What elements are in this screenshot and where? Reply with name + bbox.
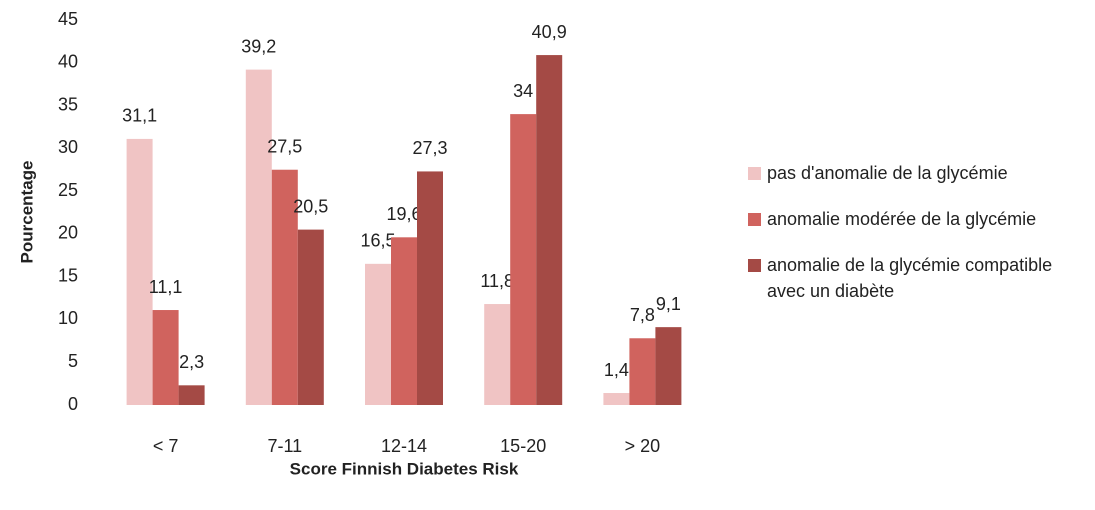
bar bbox=[484, 304, 511, 405]
data-label: 39,2 bbox=[241, 36, 276, 56]
y-tick-label: 40 bbox=[58, 52, 78, 72]
legend-label: anomalie de la glycémie compatible avec … bbox=[767, 255, 1053, 301]
legend-entry: pas d'anomalie de la glycémie bbox=[748, 160, 1078, 186]
legend-label: anomalie modérée de la glycémie bbox=[767, 209, 1037, 229]
bar bbox=[536, 55, 563, 405]
bar bbox=[152, 310, 179, 405]
data-label: 27,5 bbox=[267, 136, 302, 156]
bar bbox=[245, 69, 272, 405]
data-label: 1,4 bbox=[604, 360, 629, 380]
legend-swatch bbox=[748, 167, 761, 180]
data-label: 2,3 bbox=[179, 352, 204, 372]
legend-label: pas d'anomalie de la glycémie bbox=[767, 163, 1008, 183]
y-tick-label: 25 bbox=[58, 180, 78, 200]
bar bbox=[271, 169, 298, 405]
y-tick-label: 20 bbox=[58, 223, 78, 243]
bar bbox=[297, 229, 324, 405]
legend: pas d'anomalie de la glycémie anomalie mo… bbox=[748, 160, 1078, 324]
data-label: 34 bbox=[513, 81, 533, 101]
x-tick-label: > 20 bbox=[625, 436, 661, 456]
legend-entry: anomalie modérée de la glycémie bbox=[748, 206, 1078, 232]
bar bbox=[365, 263, 391, 405]
bar bbox=[126, 138, 153, 405]
bar bbox=[655, 327, 682, 405]
legend-swatch bbox=[748, 259, 761, 272]
bar bbox=[510, 114, 537, 405]
legend-entry: anomalie de la glycémie compatible avec … bbox=[748, 252, 1078, 304]
bar bbox=[629, 338, 656, 405]
data-label: 31,1 bbox=[122, 106, 157, 126]
y-tick-label: 10 bbox=[58, 308, 78, 328]
bar bbox=[178, 385, 205, 405]
x-tick-label: < 7 bbox=[153, 436, 179, 456]
data-label: 7,8 bbox=[630, 305, 655, 325]
data-label: 20,5 bbox=[293, 196, 328, 216]
y-tick-label: 5 bbox=[68, 351, 78, 371]
data-label: 40,9 bbox=[532, 22, 567, 42]
data-label: 19,6 bbox=[386, 204, 421, 224]
data-label: 11,8 bbox=[480, 271, 514, 291]
data-label: 9,1 bbox=[656, 294, 681, 314]
y-tick-label: 30 bbox=[58, 137, 78, 157]
legend-swatch bbox=[748, 213, 761, 226]
x-tick-label: 12-14 bbox=[381, 436, 427, 456]
x-axis-title: Score Finnish Diabetes Risk bbox=[290, 459, 519, 478]
y-tick-label: 35 bbox=[58, 94, 78, 114]
data-label: 27,3 bbox=[412, 138, 447, 158]
data-label: 16,5 bbox=[360, 231, 395, 251]
x-tick-label: 15-20 bbox=[500, 436, 546, 456]
bar bbox=[417, 171, 443, 405]
y-tick-label: 0 bbox=[68, 394, 78, 414]
x-tick-label: 7-11 bbox=[267, 436, 302, 456]
y-tick-label: 15 bbox=[58, 265, 78, 285]
y-axis-title: Pourcentage bbox=[17, 161, 36, 264]
bar bbox=[603, 393, 630, 405]
data-label: 11,1 bbox=[149, 277, 183, 297]
bar bbox=[391, 237, 417, 405]
y-tick-label: 45 bbox=[58, 9, 78, 29]
